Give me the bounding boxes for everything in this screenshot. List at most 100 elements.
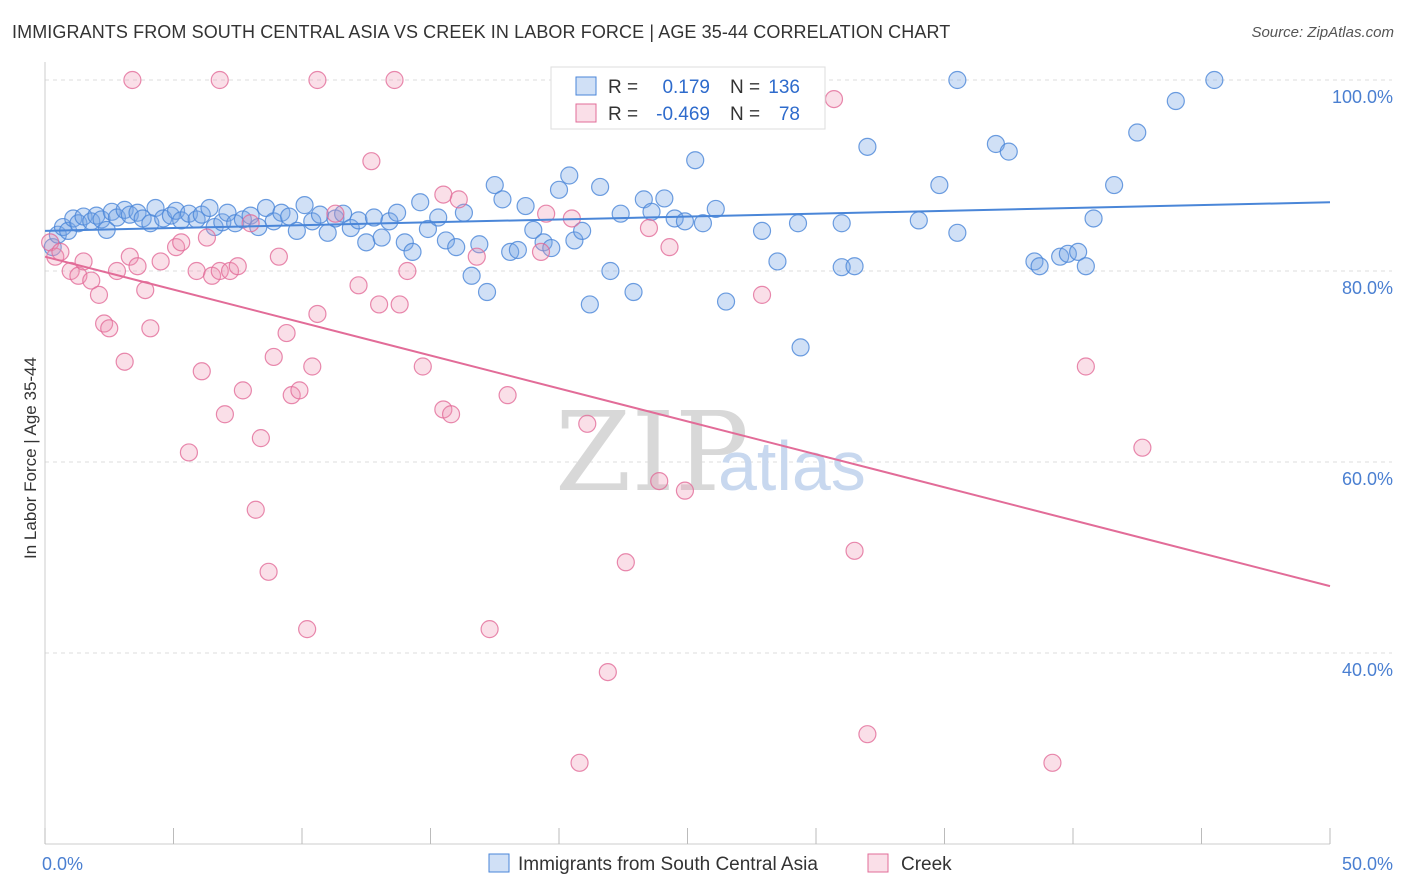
point-creek: [616, 553, 635, 572]
point-creek: [151, 252, 170, 271]
watermark: ZIP atlas: [555, 388, 866, 516]
point-south-central-asia: [516, 196, 535, 216]
point-creek: [179, 443, 199, 462]
point-south-central-asia: [930, 175, 949, 195]
point-south-central-asia: [560, 166, 579, 185]
watermark-zip: ZIP: [555, 388, 749, 516]
bottom-legend-label-pink: Creek: [901, 854, 952, 875]
y-tick-label: 100.0%: [1332, 87, 1393, 107]
point-south-central-asia: [200, 198, 219, 218]
point-creek: [660, 238, 679, 257]
legend-r-value-1: 0.179: [662, 77, 710, 98]
point-creek: [675, 481, 695, 500]
point-south-central-asia: [310, 205, 330, 224]
legend-r-label-2: R =: [608, 104, 638, 125]
point-south-central-asia: [349, 211, 368, 230]
point-south-central-asia: [788, 214, 808, 233]
point-south-central-asia: [601, 261, 620, 281]
point-creek: [210, 70, 229, 90]
y-tick-label: 40.0%: [1342, 660, 1393, 680]
point-creek: [434, 185, 453, 204]
point-south-central-asia: [334, 204, 353, 223]
point-creek: [141, 319, 160, 338]
legend-swatch-pink: [575, 103, 597, 123]
point-creek: [1133, 438, 1152, 457]
point-south-central-asia: [611, 204, 630, 223]
point-creek: [1043, 753, 1062, 772]
point-creek: [537, 204, 556, 223]
point-creek: [308, 304, 327, 324]
point-south-central-asia: [436, 231, 456, 250]
point-creek: [570, 753, 589, 772]
bottom-legend: Immigrants from South Central Asia Creek: [488, 853, 952, 875]
point-south-central-asia: [364, 208, 384, 227]
point-south-central-asia: [447, 238, 466, 257]
point-creek: [752, 285, 772, 304]
trend-line-south-central-asia: [44, 201, 1331, 232]
point-south-central-asia: [128, 203, 147, 222]
point-south-central-asia: [1069, 242, 1088, 261]
bottom-legend-label-blue: Immigrants from South Central Asia: [518, 854, 818, 875]
point-south-central-asia: [1205, 70, 1224, 90]
point-south-central-asia: [693, 214, 713, 233]
y-tick-label: 80.0%: [1342, 278, 1393, 298]
point-creek: [578, 414, 597, 433]
point-creek: [246, 500, 265, 519]
point-south-central-asia: [909, 211, 928, 230]
legend-n-label-1: N =: [730, 77, 760, 98]
point-creek: [467, 247, 486, 266]
point-south-central-asia: [403, 242, 422, 261]
point-south-central-asia: [655, 189, 674, 208]
point-south-central-asia: [768, 252, 787, 271]
point-south-central-asia: [832, 214, 851, 233]
bottom-legend-swatch-blue: [488, 853, 510, 873]
point-creek: [89, 285, 109, 304]
point-creek: [298, 620, 317, 639]
y-tick-label: 60.0%: [1342, 469, 1393, 489]
point-south-central-asia: [706, 199, 725, 219]
legend-r-value-2: -0.469: [656, 104, 710, 125]
point-south-central-asia: [716, 292, 736, 311]
point-south-central-asia: [395, 233, 414, 252]
point-south-central-asia: [485, 175, 504, 195]
point-south-central-asia: [1166, 91, 1185, 111]
point-creek: [115, 352, 134, 371]
point-south-central-asia: [1030, 257, 1049, 276]
point-south-central-asia: [573, 221, 592, 240]
point-creek: [398, 261, 417, 281]
y-tick-labels: 100.0% 80.0% 60.0% 40.0%: [1332, 87, 1393, 680]
legend-r-label-1: R =: [608, 77, 638, 98]
point-creek: [251, 429, 270, 448]
point-creek: [128, 257, 147, 276]
point-south-central-asia: [948, 70, 967, 90]
legend-box: R = 0.179 N = 136 R = -0.469 N = 78: [550, 66, 826, 130]
point-south-central-asia: [791, 338, 810, 357]
legend-n-label-2: N =: [730, 104, 760, 125]
point-south-central-asia: [357, 233, 376, 252]
legend-n-value-1: 136: [768, 77, 800, 98]
point-creek: [303, 357, 322, 376]
x-tick-labels: 0.0% 50.0%: [42, 854, 1393, 874]
point-creek: [82, 271, 101, 290]
point-south-central-asia: [542, 238, 561, 258]
trend-lines: [44, 201, 1331, 588]
y-axis-label: In Labor Force | Age 35-44: [21, 357, 40, 559]
point-creek: [215, 405, 234, 424]
point-creek: [1076, 357, 1095, 376]
point-south-central-asia: [462, 266, 481, 285]
point-creek: [639, 218, 659, 238]
point-creek: [123, 70, 142, 90]
legend-swatch-blue: [575, 76, 597, 96]
point-creek: [858, 725, 877, 744]
point-creek: [845, 541, 864, 560]
point-creek: [277, 323, 296, 343]
point-south-central-asia: [832, 258, 851, 277]
point-creek: [390, 295, 409, 314]
point-creek: [370, 295, 389, 314]
point-south-central-asia: [752, 221, 772, 240]
point-creek: [290, 381, 309, 400]
point-creek: [51, 242, 70, 261]
point-south-central-asia: [999, 142, 1018, 161]
point-creek: [259, 562, 278, 581]
point-south-central-asia: [624, 282, 643, 302]
